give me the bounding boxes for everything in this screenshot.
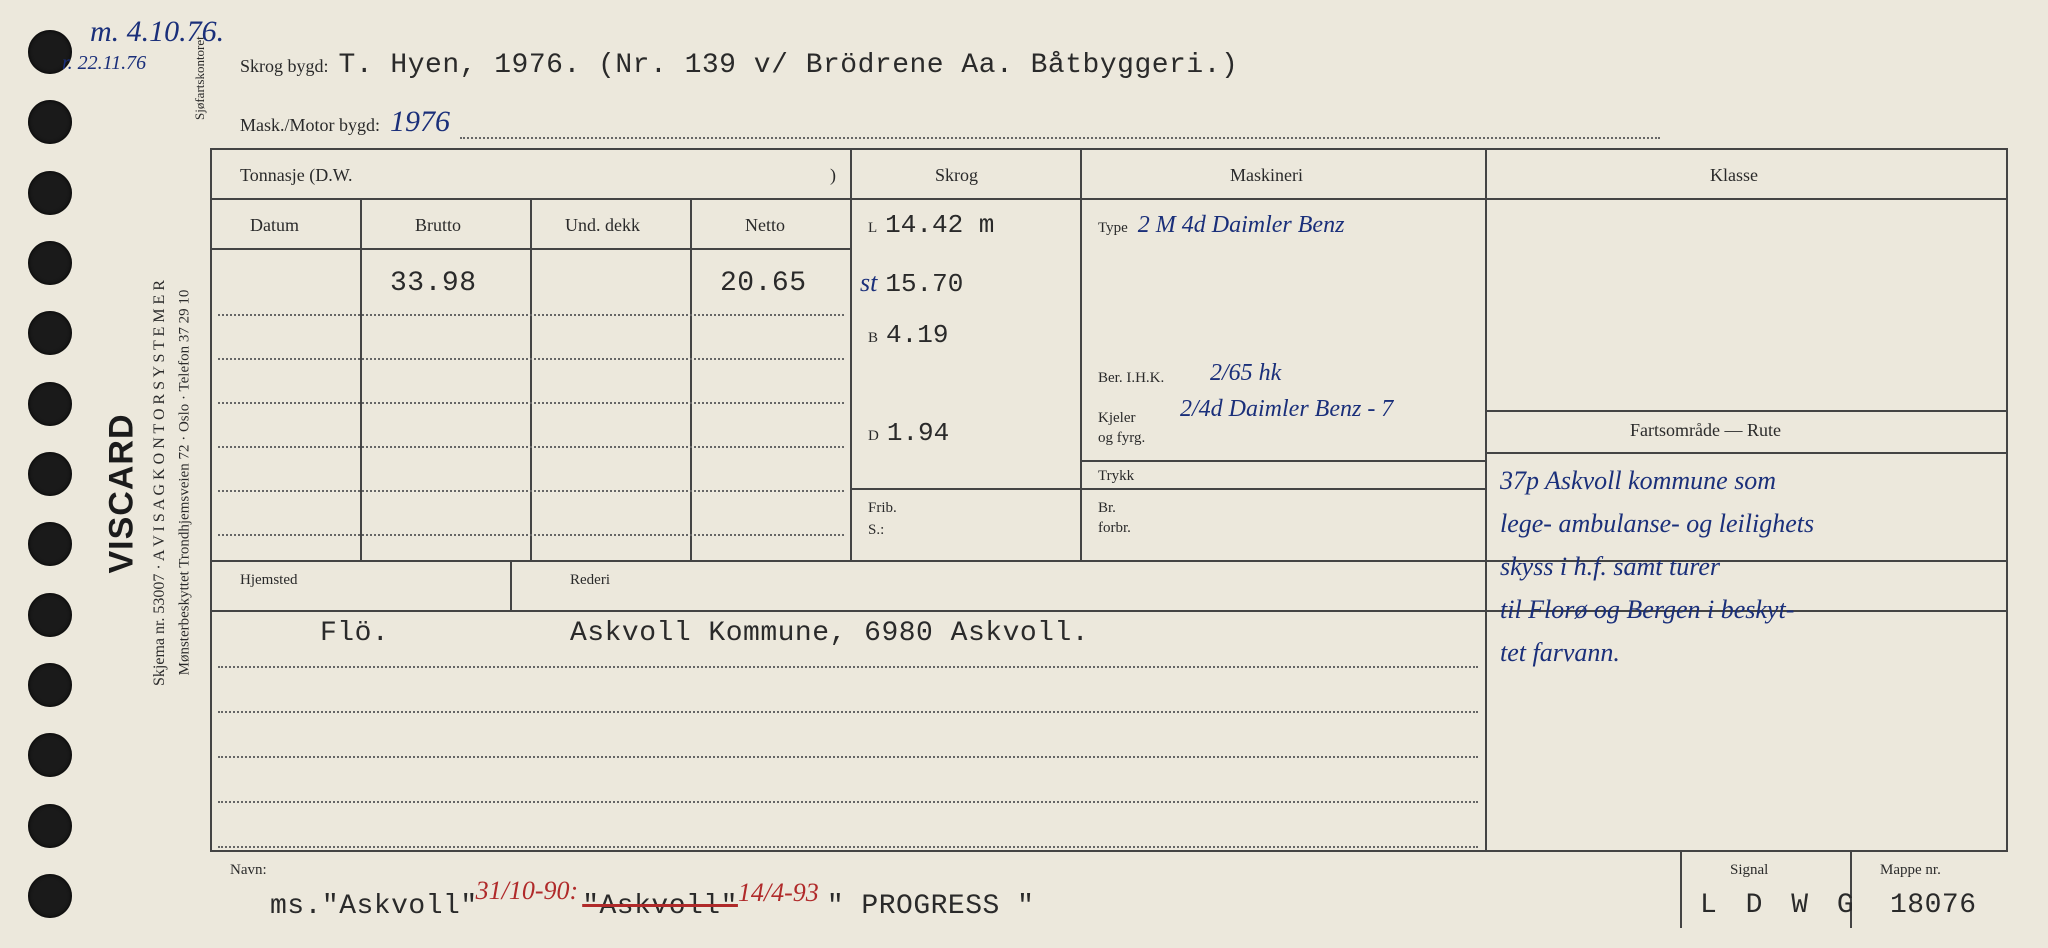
val-signal: L D W G [1700,890,1860,921]
hole [28,593,72,637]
navn-hand2: 14/4-93 [738,878,819,907]
hole [28,100,72,144]
punch-holes [28,30,72,918]
hole [28,874,72,918]
label-B: B [868,330,878,346]
paren-close: ) [830,165,836,186]
value-skrog-bygd: T. Hyen, 1976. (Nr. 139 v/ Brödrene Aa. … [339,50,1239,81]
brand-viscard: VISCARD [103,413,142,573]
navn-1: ms."Askvoll" [270,891,478,922]
label-navn: Navn: [230,862,267,879]
label-hjemsted: Hjemsted [240,572,298,589]
navn-strike: "Askvoll" [582,891,738,922]
hole [28,804,72,848]
hole [28,241,72,285]
val-B: 4.19 [886,320,948,350]
val-brutto: 33.98 [390,268,477,299]
hole [28,452,72,496]
val-L: 14.42 m [885,210,994,240]
label-skrog-bygd: Skrog bygd: [240,56,329,76]
farts-l1: 37p Askvoll kommune som [1500,460,1998,503]
col-und-dekk: Und. dekk [565,215,640,236]
val-mappe: 18076 [1890,890,1977,921]
header-farts: Fartsområde — Rute [1630,420,1781,441]
label-st: st [860,268,877,297]
label-br: Br. [1098,500,1116,517]
row-skrog-bygd: Skrog bygd: T. Hyen, 1976. (Nr. 139 v/ B… [240,50,1998,81]
hole [28,382,72,426]
val-netto: 20.65 [720,268,807,299]
farts-l4: til Florø og Bergen i beskyt- [1500,589,1998,632]
row-mask-bygd: Mask./Motor bygd: 1976 [240,105,1998,139]
farts-l5: tet farvann. [1500,632,1998,675]
navn-2: " PROGRESS " [827,891,1035,922]
label-s: S.: [868,522,884,539]
label-frib: Frib. [868,500,897,517]
hole [28,171,72,215]
hole [28,663,72,707]
header-klasse: Klasse [1710,165,1758,186]
hole [28,311,72,355]
val-ber: 2/65 hk [1210,360,1281,387]
label-tonnasje: Tonnasje (D.W. [240,165,353,186]
handwritten-date-1: m. 4.10.76. [90,15,224,49]
form-area: m. 4.10.76. r. 22.11.76 Skrog bygd: T. H… [210,20,2008,928]
col-datum: Datum [250,215,299,236]
val-kjeler: 2/4d Daimler Benz - 7 [1180,395,1393,424]
label-mappe: Mappe nr. [1880,862,1941,879]
hole [28,733,72,777]
farts-l2: lege- ambulanse- og leilighets [1500,503,1998,546]
val-rederi: Askvoll Kommune, 6980 Askvoll. [570,618,1089,649]
handwritten-date-2: r. 22.11.76 [62,52,146,75]
label-rederi: Rederi [570,572,610,589]
farts-text: 37p Askvoll kommune som lege- ambulanse-… [1500,460,1998,674]
header-skrog: Skrog [935,165,978,186]
label-mask-bygd: Mask./Motor bygd: [240,115,380,135]
label-signal: Signal [1730,862,1768,879]
val-type: 2 M 4d Daimler Benz [1138,212,1345,238]
label-trykk: Trykk [1098,468,1134,485]
col-brutto: Brutto [415,215,461,236]
label-L: L [868,220,877,236]
label-D: D [868,428,879,444]
side-meta-2: Mønsterbeskyttet Trondhjemsveien 72 · Os… [177,290,194,676]
val-hjemsted: Flö. [320,618,389,649]
index-card: VISCARD Skjema nr. 53007 · A V I S A G K… [0,0,2048,948]
label-ber: Ber. I.H.K. [1098,370,1164,387]
value-mask-bygd: 1976 [390,105,450,138]
label-kjeler1: Kjeler [1098,410,1135,427]
label-forbr: forbr. [1098,520,1131,537]
hole [28,522,72,566]
val-st: 15.70 [885,269,963,299]
navn-line: ms."Askvoll" 31/10-90: "Askvoll" 14/4-93… [270,890,1034,922]
side-meta-1: Skjema nr. 53007 · A V I S A G K O N T O… [151,280,169,686]
navn-hand1: 31/10-90: [476,876,579,905]
header-maskineri: Maskineri [1230,165,1303,186]
col-netto: Netto [745,215,785,236]
val-D: 1.94 [887,418,949,448]
label-kjeler2: og fyrg. [1098,430,1145,447]
farts-l3: skyss i h.f. samt turer [1500,546,1998,589]
label-type: Type [1098,220,1128,236]
